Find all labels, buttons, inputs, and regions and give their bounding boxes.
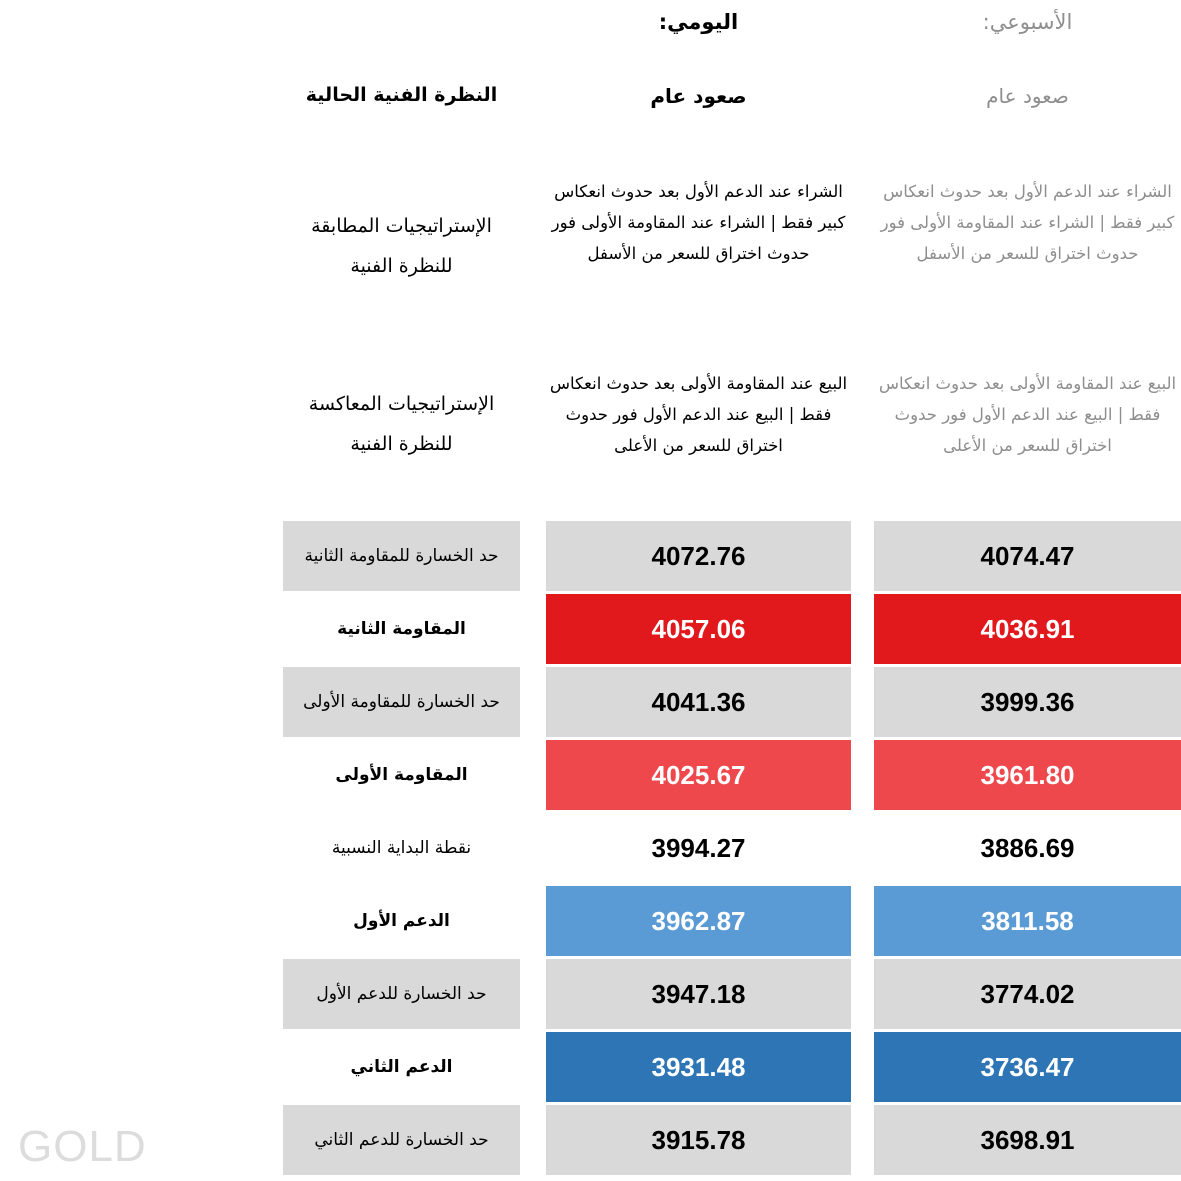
daily-value: 3994.27 [546, 813, 851, 883]
weekly-column-header: الأسبوعي: [982, 10, 1073, 34]
row-label: نقطة البداية النسبية [283, 813, 520, 883]
daily-value: 3931.48 [546, 1032, 851, 1102]
weekly-value: 3698.91 [874, 1105, 1181, 1175]
daily-value: 3947.18 [546, 959, 851, 1029]
weekly-value: 3886.69 [874, 813, 1181, 883]
table-row: المقاومة الثانية 4057.06 4036.91 [0, 594, 1181, 664]
weekly-value: 4036.91 [874, 594, 1181, 664]
daily-value: 3962.87 [546, 886, 851, 956]
daily-value: 4041.36 [546, 667, 851, 737]
table-row: المقاومة الأولى 4025.67 3961.80 [0, 740, 1181, 810]
weekly-matching-strategy: الشراء عند الدعم الأول بعد حدوث انعكاس ك… [880, 182, 1175, 263]
daily-value: 4072.76 [546, 521, 851, 591]
row-label: المقاومة الثانية [283, 594, 520, 664]
opposite-strategies-label: الإستراتيجيات المعاكسة للنظرة الفنية [308, 393, 495, 455]
daily-column-header: اليومي: [658, 10, 739, 34]
table-row: الدعم الثاني 3931.48 3736.47 [0, 1032, 1181, 1102]
daily-opposite-strategy: البيع عند المقاومة الأولى بعد حدوث انعكا… [549, 374, 848, 455]
levels-table: حد الخسارة للمقاومة الثانية 4072.76 4074… [0, 521, 1181, 1178]
daily-value: 4057.06 [546, 594, 851, 664]
instrument-watermark: GOLD [18, 1122, 147, 1171]
table-row: حد الخسارة للمقاومة الأولى 4041.36 3999.… [0, 667, 1181, 737]
weekly-value: 3999.36 [874, 667, 1181, 737]
row-label: الدعم الأول [283, 886, 520, 956]
row-label: حد الخسارة للدعم الأول [283, 959, 520, 1029]
matching-strategies-label: الإستراتيجيات المطابقة للنظرة الفنية [311, 215, 492, 277]
table-row: الدعم الأول 3962.87 3811.58 [0, 886, 1181, 956]
row-label: الدعم الثاني [283, 1032, 520, 1102]
current-view-label: النظرة الفنية الحالية [305, 84, 498, 106]
daily-value: 4025.67 [546, 740, 851, 810]
table-row: نقطة البداية النسبية 3994.27 3886.69 [0, 813, 1181, 883]
weekly-opposite-strategy: البيع عند المقاومة الأولى بعد حدوث انعكا… [878, 374, 1177, 455]
row-label: المقاومة الأولى [283, 740, 520, 810]
table-row: حد الخسارة للدعم الثاني 3915.78 3698.91 [0, 1105, 1181, 1175]
daily-value: 3915.78 [546, 1105, 851, 1175]
weekly-current-view: صعود عام [986, 84, 1069, 108]
weekly-value: 3961.80 [874, 740, 1181, 810]
row-label: حد الخسارة للدعم الثاني [283, 1105, 520, 1175]
row-label: حد الخسارة للمقاومة الأولى [283, 667, 520, 737]
weekly-value: 3736.47 [874, 1032, 1181, 1102]
weekly-value: 3811.58 [874, 886, 1181, 956]
row-label: حد الخسارة للمقاومة الثانية [283, 521, 520, 591]
daily-current-view: صعود عام [650, 84, 747, 108]
daily-matching-strategy: الشراء عند الدعم الأول بعد حدوث انعكاس ك… [551, 182, 846, 263]
weekly-value: 3774.02 [874, 959, 1181, 1029]
weekly-value: 4074.47 [874, 521, 1181, 591]
table-row: حد الخسارة للمقاومة الثانية 4072.76 4074… [0, 521, 1181, 591]
table-row: حد الخسارة للدعم الأول 3947.18 3774.02 [0, 959, 1181, 1029]
